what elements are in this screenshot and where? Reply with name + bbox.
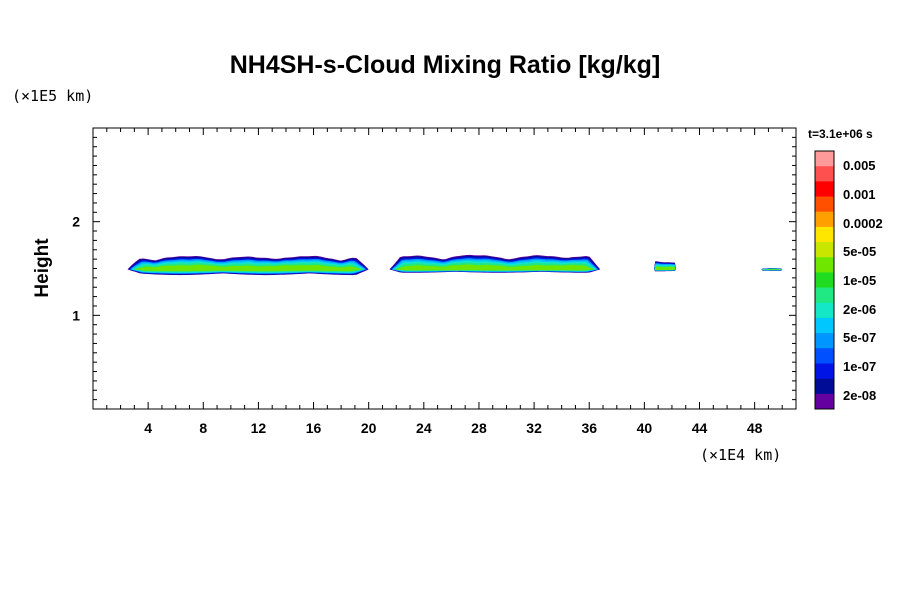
y-axis-label: Height: [32, 238, 53, 298]
y-axis-ticks: 12: [72, 136, 796, 401]
plot-area: 4 8 12 16 20 24 28 32 36 40 44 48 12: [72, 127, 797, 436]
colorbar-segment: [815, 166, 834, 182]
x-tick-label: 28: [471, 420, 487, 436]
colorbar-segment: [815, 333, 834, 349]
colorbar-frame: [814, 150, 835, 410]
colorbar-label: 0.001: [843, 187, 876, 202]
x-tick-label: 48: [747, 420, 763, 436]
colorbar-segment: [815, 393, 834, 410]
cloud-band: [654, 261, 677, 272]
cloud-band: [761, 268, 783, 271]
cloud-layer: [127, 254, 783, 276]
colorbar-segment: [815, 378, 834, 395]
colorbar-label: 5e-05: [843, 244, 876, 259]
colorbar-segment: [815, 302, 834, 319]
x-tick-label: 44: [692, 420, 708, 436]
colorbar-label: 0.0002: [843, 216, 883, 231]
cloud-contour: [395, 264, 595, 271]
colorbar-segment: [815, 257, 834, 273]
x-tick-label: 32: [526, 420, 542, 436]
x-tick-label: 8: [199, 420, 207, 436]
cloud-contour: [134, 264, 362, 272]
colorbar-label: 0.005: [843, 158, 876, 173]
cloud-contour: [654, 266, 676, 270]
x-axis-ticks: 4 8 12 16 20 24 28 32 36 40 44 48: [92, 128, 797, 436]
chart-title: NH4SH-s-Cloud Mixing Ratio [kg/kg]: [230, 51, 661, 79]
colorbar-segment: [815, 211, 834, 228]
x-axis-scale-note: (×1E4 km): [700, 446, 781, 464]
x-tick-label: 24: [416, 420, 432, 436]
colorbar-label: 2e-08: [843, 388, 876, 403]
y-axis-scale-note: (×1E5 km): [12, 87, 93, 105]
colorbar-segment: [815, 363, 834, 379]
x-tick-label: 4: [144, 420, 152, 436]
colorbar-segment: [815, 181, 834, 197]
cloud-band: [127, 255, 369, 276]
y-tick-label: 2: [72, 214, 80, 230]
colorbar-segment: [815, 196, 834, 213]
colorbar-label: 1e-07: [843, 359, 876, 374]
colorbar-segment: [815, 242, 834, 258]
colorbar-label: 5e-07: [843, 330, 876, 345]
y-tick-label: 1: [72, 307, 80, 323]
colorbar-segment: [815, 151, 834, 167]
colorbar-label: 1e-05: [843, 273, 876, 288]
colorbar-segment: [815, 226, 834, 243]
cloud-band: [389, 254, 601, 273]
colorbar-segment: [815, 287, 834, 304]
colorbar-label: 2e-06: [843, 302, 876, 317]
colorbar-labels: 0.005 0.001 0.0002 5e-05 1e-05 2e-06 5e-07 1e-0…: [843, 158, 883, 403]
colorbar-segment: [815, 348, 834, 364]
colorbar-segment: [815, 272, 834, 288]
x-tick-label: 20: [361, 420, 377, 436]
cloud-contour: [762, 269, 782, 270]
x-tick-label: 40: [637, 420, 653, 436]
x-tick-label: 12: [251, 420, 267, 436]
x-tick-label: 16: [306, 420, 322, 436]
colorbar-segment: [815, 317, 834, 334]
time-label: t=3.1e+06 s: [808, 127, 873, 141]
x-tick-label: 36: [581, 420, 597, 436]
colorbar: [814, 150, 835, 410]
